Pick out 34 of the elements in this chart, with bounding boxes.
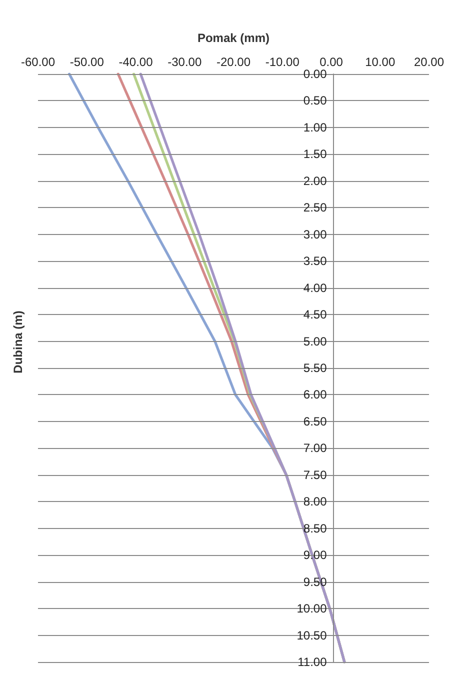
y-tick-label: 4.50: [303, 308, 328, 322]
y-tick-label: 2.50: [303, 200, 328, 215]
y-tick-label: 7.50: [303, 468, 328, 482]
x-tick-label: -20.00: [216, 55, 251, 69]
y-tick-label: 5.50: [303, 361, 328, 375]
y-tick-label: 3.50: [303, 254, 328, 268]
x-tick-label: -40.00: [118, 55, 154, 69]
y-axis-title: Dubina (m): [11, 310, 25, 374]
x-tick-label: -10.00: [265, 55, 300, 69]
y-tick-label: 8.00: [303, 494, 328, 509]
x-axis-title: Pomak (mm): [197, 31, 270, 45]
y-tick-label: 7.00: [303, 441, 328, 456]
y-tick-label: 9.00: [303, 548, 328, 562]
y-tick-label: 0.50: [303, 94, 328, 108]
y-tick-label: 6.50: [303, 414, 328, 428]
x-tick-label: -50.00: [70, 55, 104, 69]
x-tick-label: 10.00: [365, 55, 396, 69]
y-tick-label: 2.00: [303, 174, 328, 188]
y-tick-label: 6.00: [303, 388, 328, 402]
y-tick-label: 1.00: [303, 120, 328, 134]
y-tick-label: 5.00: [303, 334, 328, 348]
y-tick-label: 10.50: [296, 628, 328, 642]
y-tick-label: 9.50: [303, 574, 328, 589]
y-tick-label: 10.00: [296, 602, 328, 616]
y-tick-label: 0.00: [303, 67, 328, 81]
x-tick-label: -60.00: [20, 55, 56, 69]
y-tick-label: 1.50: [303, 147, 328, 162]
y-tick-label: 8.50: [303, 521, 328, 536]
y-tick-label: 4.00: [303, 280, 328, 295]
y-tick-label: 3.00: [303, 227, 328, 242]
x-tick-label: 0.00: [320, 55, 344, 69]
x-tick-label: -30.00: [168, 55, 202, 69]
x-tick-label: 20.00: [414, 55, 444, 69]
y-tick-label: 11.00: [298, 655, 328, 669]
